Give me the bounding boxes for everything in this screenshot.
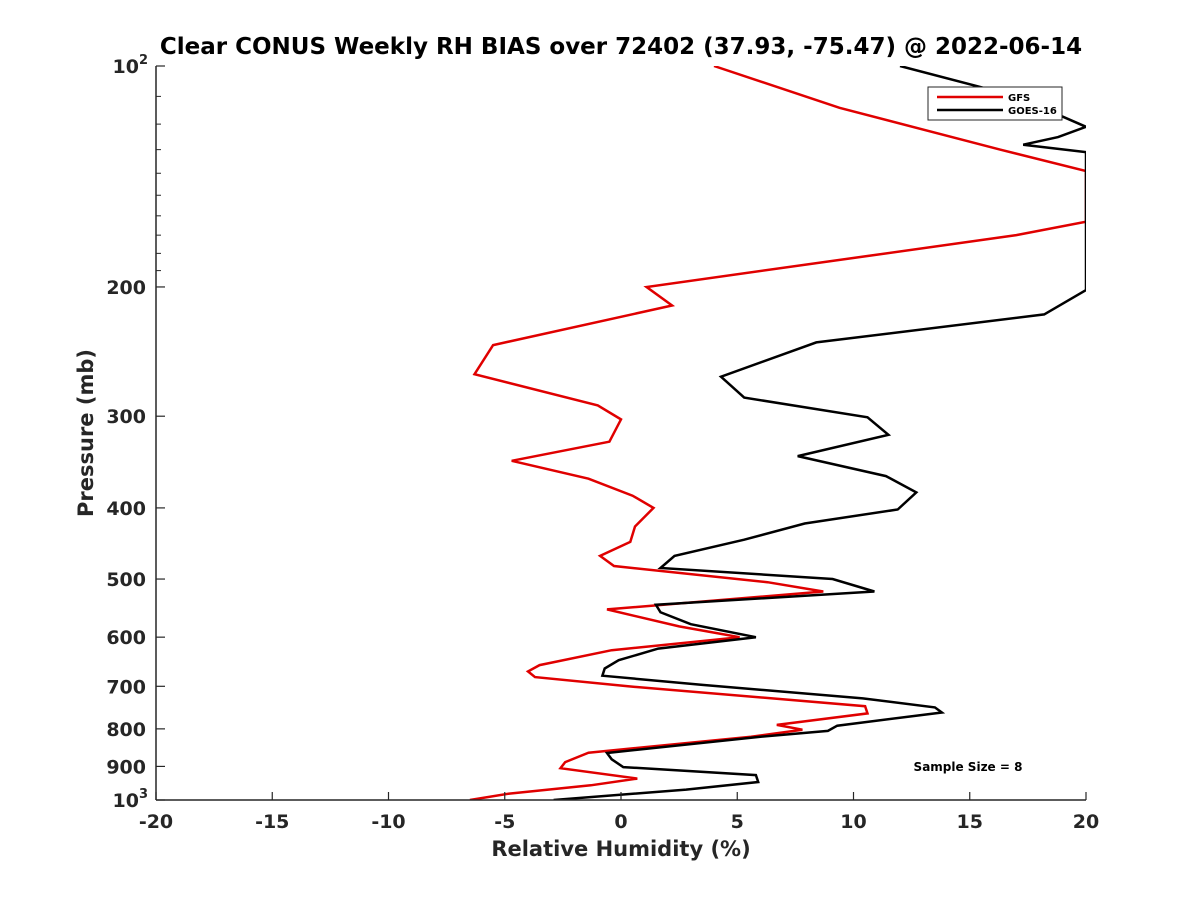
y-tick-label: 600 bbox=[106, 627, 146, 649]
y-tick-label: 500 bbox=[106, 569, 146, 591]
y-tick-label: 10 bbox=[113, 790, 139, 812]
y-tick-label: 400 bbox=[106, 498, 146, 520]
chart-title: Clear CONUS Weekly RH BIAS over 72402 (3… bbox=[160, 34, 1082, 60]
y-tick-label: 700 bbox=[106, 676, 146, 698]
y-tick-label: 800 bbox=[106, 719, 146, 741]
y-axis-label: Pressure (mb) bbox=[74, 349, 98, 517]
x-tick-label: 20 bbox=[1073, 811, 1099, 833]
y-tick-exponent: 2 bbox=[139, 53, 148, 68]
sample-size-annotation: Sample Size = 8 bbox=[914, 760, 1023, 774]
x-tick-label: -15 bbox=[255, 811, 289, 833]
x-tick-label: 15 bbox=[957, 811, 983, 833]
y-tick-label: 900 bbox=[106, 756, 146, 778]
series-line-gfs bbox=[469, 66, 1086, 800]
y-tick-label: 200 bbox=[106, 277, 146, 299]
x-tick-label: 5 bbox=[731, 811, 744, 833]
x-axis-label: Relative Humidity (%) bbox=[491, 837, 750, 861]
y-tick-label: 10 bbox=[113, 56, 139, 78]
x-tick-label: -10 bbox=[371, 811, 405, 833]
x-tick-label: -20 bbox=[139, 811, 173, 833]
x-tick-label: 0 bbox=[614, 811, 627, 833]
y-tick-label: 300 bbox=[106, 406, 146, 428]
legend-label-goes16: GOES-16 bbox=[1008, 106, 1057, 117]
legend: GFS GOES-16 bbox=[927, 86, 1063, 121]
legend-box bbox=[927, 86, 1063, 121]
y-tick-exponent: 3 bbox=[139, 787, 148, 802]
legend-label-gfs: GFS bbox=[1008, 93, 1030, 104]
x-tick-label: -5 bbox=[494, 811, 515, 833]
series-layer bbox=[469, 66, 1086, 800]
x-ticks: -20 -15 -10 -5 0 5 10 15 20 bbox=[139, 792, 1099, 833]
series-line-goes-16 bbox=[553, 66, 1086, 800]
x-tick-label: 10 bbox=[840, 811, 866, 833]
